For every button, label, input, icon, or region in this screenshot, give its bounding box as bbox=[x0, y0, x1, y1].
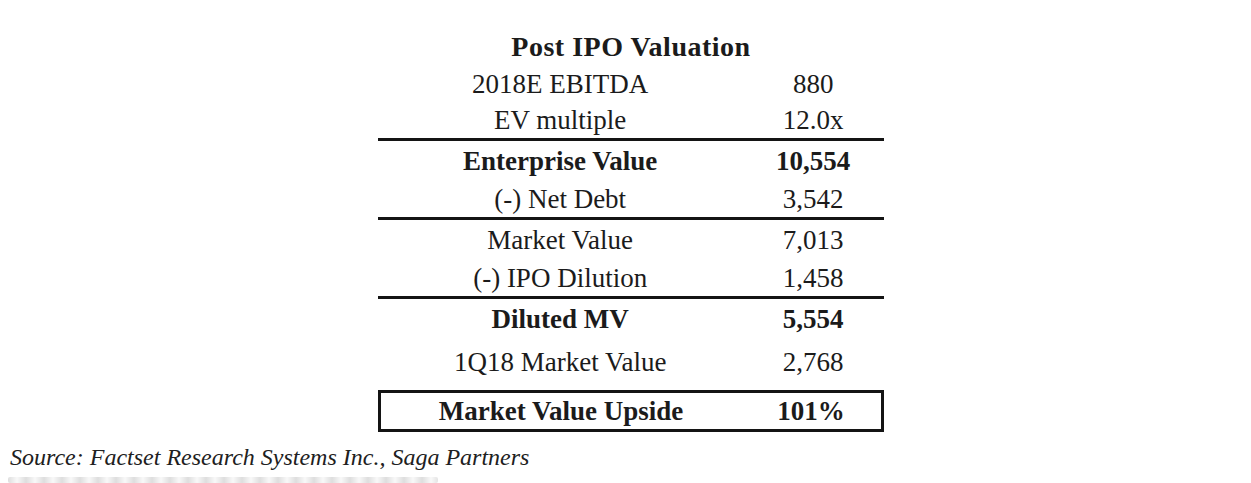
table-title: Post IPO Valuation bbox=[378, 28, 884, 66]
row-value: 1,458 bbox=[742, 263, 884, 294]
row-value: 101% bbox=[741, 396, 881, 427]
table-section-diluted-mv: Diluted MV 5,554 1Q18 Market Value 2,768 bbox=[378, 299, 884, 385]
row-value: 5,554 bbox=[742, 304, 884, 335]
row-label: 2018E EBITDA bbox=[378, 69, 742, 100]
table-row: EV multiple 12.0x bbox=[378, 102, 884, 138]
table-row: Market Value 7,013 bbox=[378, 220, 884, 260]
row-label: Market Value Upside bbox=[381, 396, 741, 427]
table-section-market-value: Market Value 7,013 (-) IPO Dilution 1,45… bbox=[378, 220, 884, 299]
market-value-upside-row: Market Value Upside 101% bbox=[378, 390, 884, 432]
table-row: Enterprise Value 10,554 bbox=[378, 141, 884, 181]
row-value: 12.0x bbox=[742, 105, 884, 136]
table-section-inputs: 2018E EBITDA 880 EV multiple 12.0x bbox=[378, 66, 884, 141]
row-label: Diluted MV bbox=[378, 304, 742, 335]
table-row: 1Q18 Market Value 2,768 bbox=[378, 339, 884, 385]
row-value: 10,554 bbox=[742, 146, 884, 177]
row-label: (-) IPO Dilution bbox=[378, 263, 742, 294]
row-label: 1Q18 Market Value bbox=[378, 347, 742, 378]
post-ipo-valuation-table: Post IPO Valuation 2018E EBITDA 880 EV m… bbox=[378, 28, 884, 432]
row-label: Enterprise Value bbox=[378, 146, 742, 177]
row-label: Market Value bbox=[378, 225, 742, 256]
row-value: 7,013 bbox=[742, 225, 884, 256]
source-attribution: Source: Factset Research Systems Inc., S… bbox=[10, 444, 529, 471]
row-label: (-) Net Debt bbox=[378, 184, 742, 215]
table-row: (-) IPO Dilution 1,458 bbox=[378, 260, 884, 296]
table-row: 2018E EBITDA 880 bbox=[378, 66, 884, 102]
row-value: 2,768 bbox=[742, 347, 884, 378]
table-row: Diluted MV 5,554 bbox=[378, 299, 884, 339]
cutoff-text-artifact bbox=[8, 477, 438, 483]
table-section-enterprise-value: Enterprise Value 10,554 (-) Net Debt 3,5… bbox=[378, 141, 884, 220]
row-label: EV multiple bbox=[378, 105, 742, 136]
table-row: (-) Net Debt 3,542 bbox=[378, 181, 884, 217]
row-value: 880 bbox=[742, 69, 884, 100]
row-value: 3,542 bbox=[742, 184, 884, 215]
